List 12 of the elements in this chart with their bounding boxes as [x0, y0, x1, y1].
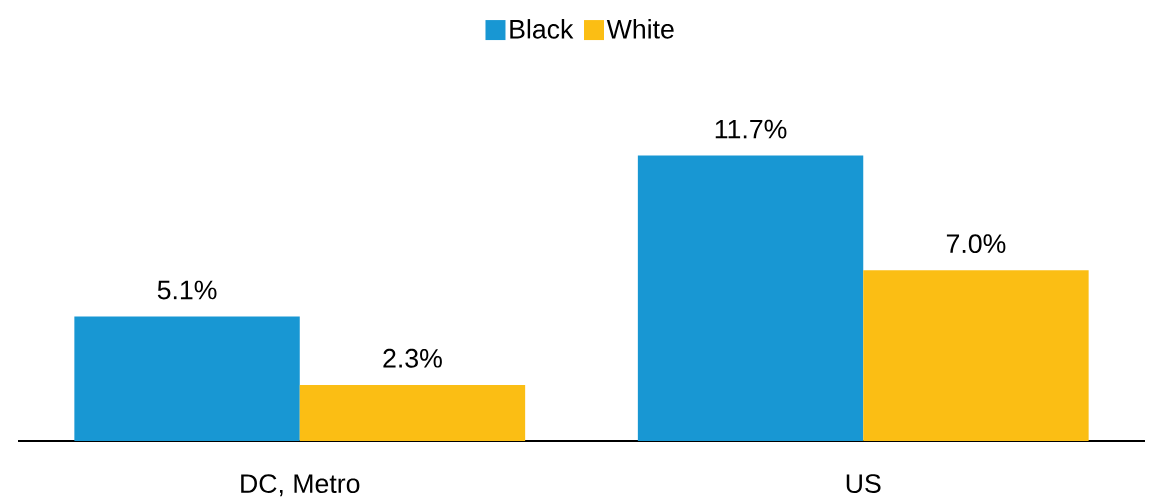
legend-label: Black [510, 19, 574, 39]
data-label: 5.1% [157, 280, 217, 300]
x-tick-label: US [846, 474, 881, 494]
bar [637, 155, 864, 441]
data-label: 2.3% [383, 348, 442, 368]
bar [863, 270, 1089, 441]
data-label: 7.0% [946, 234, 1006, 254]
x-tick-label: DC, Metro [241, 474, 360, 497]
bar [74, 316, 300, 441]
data-label: 11.7% [715, 119, 787, 139]
legend-label: White [606, 19, 674, 39]
bar [299, 384, 526, 441]
